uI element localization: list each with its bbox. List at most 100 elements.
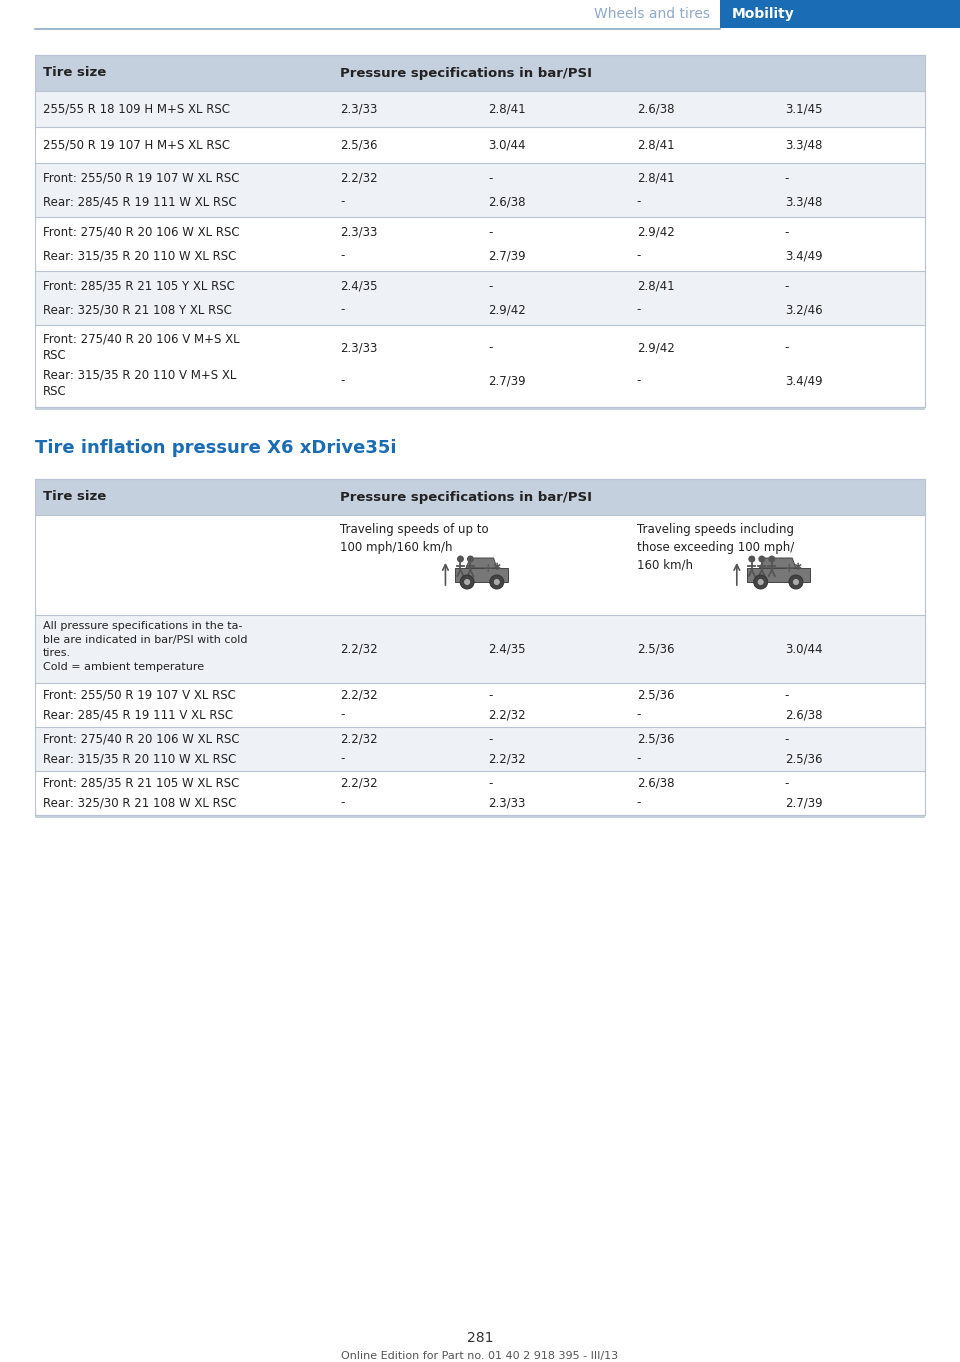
Bar: [35, 616, 925, 682]
Bar: [720, 0, 960, 29]
Text: -: -: [785, 226, 789, 238]
Text: Front: 275/40 R 20 106 V M+S XL: Front: 275/40 R 20 106 V M+S XL: [43, 332, 240, 346]
Text: -: -: [489, 342, 492, 354]
Bar: [35, 326, 925, 407]
Text: Front: 285/35 R 21 105 W XL RSC: Front: 285/35 R 21 105 W XL RSC: [43, 776, 239, 790]
Text: Pressure specifications in bar/PSI: Pressure specifications in bar/PSI: [340, 490, 592, 504]
Bar: [35, 217, 925, 271]
Text: -: -: [785, 689, 789, 701]
Text: 2.2/32: 2.2/32: [340, 776, 378, 790]
Text: 2.5/36: 2.5/36: [636, 689, 674, 701]
Text: 2.3/33: 2.3/33: [340, 102, 377, 116]
Circle shape: [754, 575, 768, 588]
Bar: [35, 771, 925, 814]
Bar: [35, 682, 925, 727]
Text: -: -: [636, 304, 641, 316]
Bar: [455, 568, 509, 582]
Text: -: -: [340, 304, 345, 316]
Text: RSC: RSC: [43, 349, 67, 362]
Text: -: -: [785, 776, 789, 790]
Text: -: -: [489, 776, 492, 790]
Bar: [35, 407, 925, 410]
Text: 2.7/39: 2.7/39: [489, 249, 526, 263]
Text: 3.0/44: 3.0/44: [785, 643, 823, 655]
Text: -: -: [636, 708, 641, 722]
Circle shape: [457, 556, 464, 563]
Text: Front: 275/40 R 20 106 W XL RSC: Front: 275/40 R 20 106 W XL RSC: [43, 226, 240, 238]
Text: 2.5/36: 2.5/36: [636, 733, 674, 746]
Text: Front: 255/50 R 19 107 V XL RSC: Front: 255/50 R 19 107 V XL RSC: [43, 689, 236, 701]
Text: 2.5/36: 2.5/36: [636, 643, 674, 655]
Text: Front: 275/40 R 20 106 W XL RSC: Front: 275/40 R 20 106 W XL RSC: [43, 733, 240, 746]
Text: ✱: ✱: [794, 563, 802, 572]
Circle shape: [768, 556, 776, 563]
Bar: [35, 54, 925, 91]
Text: Rear: 285/45 R 19 111 W XL RSC: Rear: 285/45 R 19 111 W XL RSC: [43, 195, 237, 208]
Text: 2.8/41: 2.8/41: [489, 102, 526, 116]
Text: +: +: [783, 563, 795, 576]
Text: 2.9/42: 2.9/42: [636, 342, 674, 354]
Bar: [35, 515, 925, 616]
Text: Mobility: Mobility: [732, 7, 795, 20]
Text: Rear: 315/35 R 20 110 W XL RSC: Rear: 315/35 R 20 110 W XL RSC: [43, 752, 236, 765]
Text: -: -: [340, 708, 345, 722]
Text: Online Edition for Part no. 01 40 2 918 395 - III/13: Online Edition for Part no. 01 40 2 918 …: [342, 1351, 618, 1361]
Text: -: -: [489, 172, 492, 185]
Text: Front: 285/35 R 21 105 Y XL RSC: Front: 285/35 R 21 105 Y XL RSC: [43, 279, 235, 293]
Text: -: -: [636, 195, 641, 208]
Text: -: -: [340, 797, 345, 809]
Text: Rear: 325/30 R 21 108 Y XL RSC: Rear: 325/30 R 21 108 Y XL RSC: [43, 304, 232, 316]
Bar: [35, 479, 925, 814]
Bar: [35, 127, 925, 163]
Text: 3.1/45: 3.1/45: [785, 102, 823, 116]
Text: 2.4/35: 2.4/35: [340, 279, 377, 293]
Text: 2.4/35: 2.4/35: [489, 643, 526, 655]
Circle shape: [792, 579, 800, 586]
Text: All pressure specifications in the ta-
ble are indicated in bar/PSI with cold
ti: All pressure specifications in the ta- b…: [43, 621, 248, 671]
Text: 3.4/49: 3.4/49: [785, 249, 823, 263]
Bar: [35, 479, 925, 515]
Bar: [35, 91, 925, 127]
Bar: [35, 54, 925, 407]
Text: Tire size: Tire size: [43, 490, 107, 504]
Circle shape: [464, 579, 470, 586]
Text: 2.3/33: 2.3/33: [489, 797, 526, 809]
Text: 2.3/33: 2.3/33: [340, 226, 377, 238]
Text: 255/50 R 19 107 H M+S XL RSC: 255/50 R 19 107 H M+S XL RSC: [43, 139, 230, 151]
Text: -: -: [340, 249, 345, 263]
Text: -: -: [340, 375, 345, 387]
Text: 2.8/41: 2.8/41: [636, 172, 674, 185]
Text: Pressure specifications in bar/PSI: Pressure specifications in bar/PSI: [340, 67, 592, 79]
Text: 2.8/41: 2.8/41: [636, 279, 674, 293]
Text: 3.3/48: 3.3/48: [785, 139, 822, 151]
Text: 3.3/48: 3.3/48: [785, 195, 822, 208]
Text: 3.2/46: 3.2/46: [785, 304, 823, 316]
Text: Tire inflation pressure X6 xDrive35i: Tire inflation pressure X6 xDrive35i: [35, 439, 396, 458]
Text: -: -: [785, 342, 789, 354]
Text: 2.6/38: 2.6/38: [489, 195, 526, 208]
Text: 2.2/32: 2.2/32: [340, 172, 378, 185]
Text: Wheels and tires: Wheels and tires: [594, 7, 710, 20]
Text: 3.4/49: 3.4/49: [785, 375, 823, 387]
Text: 2.5/36: 2.5/36: [785, 752, 823, 765]
Polygon shape: [466, 558, 496, 568]
Circle shape: [493, 579, 500, 586]
Text: Traveling speeds of up to
100 mph/160 km/h: Traveling speeds of up to 100 mph/160 km…: [340, 523, 489, 554]
Text: 3.0/44: 3.0/44: [489, 139, 526, 151]
Text: 2.7/39: 2.7/39: [489, 375, 526, 387]
Text: 2.7/39: 2.7/39: [785, 797, 823, 809]
Text: Front: 255/50 R 19 107 W XL RSC: Front: 255/50 R 19 107 W XL RSC: [43, 172, 239, 185]
Bar: [35, 271, 925, 326]
Circle shape: [467, 556, 474, 563]
Polygon shape: [759, 558, 796, 568]
Text: 2.6/38: 2.6/38: [636, 776, 674, 790]
Text: -: -: [636, 752, 641, 765]
Text: -: -: [636, 249, 641, 263]
Text: -: -: [785, 733, 789, 746]
Text: 255/55 R 18 109 H M+S XL RSC: 255/55 R 18 109 H M+S XL RSC: [43, 102, 230, 116]
Text: 2.8/41: 2.8/41: [636, 139, 674, 151]
Circle shape: [460, 575, 474, 588]
Text: 2.2/32: 2.2/32: [340, 733, 378, 746]
Text: +: +: [483, 563, 493, 576]
Text: 2.2/32: 2.2/32: [489, 708, 526, 722]
